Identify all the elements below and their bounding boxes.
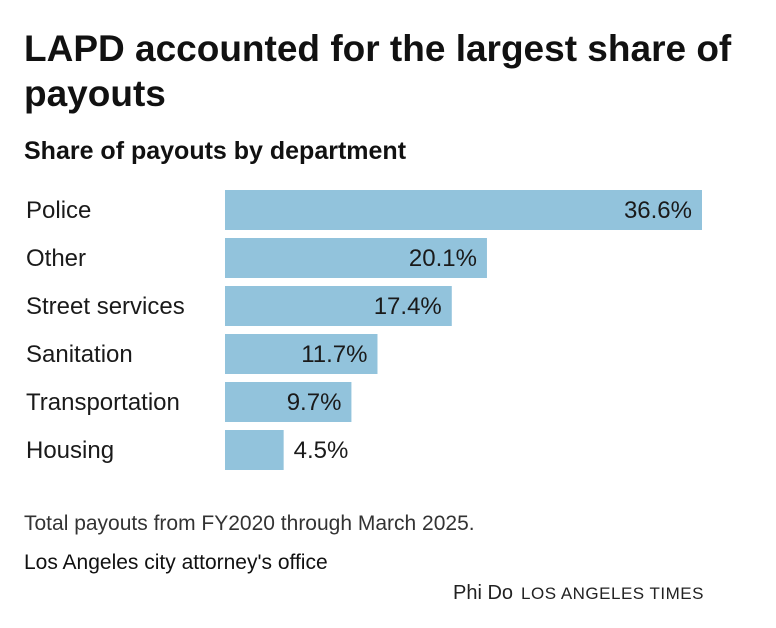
credit-line: Phi Do LOS ANGELES TIMES (453, 582, 704, 605)
bar (225, 190, 702, 230)
category-label: Housing (26, 437, 114, 464)
category-label: Sanitation (26, 341, 133, 368)
value-label: 20.1% (409, 245, 477, 272)
value-label: 36.6% (624, 197, 692, 224)
bar-chart: Police 36.6% Other 20.1% Street services 17.4… (26, 190, 702, 470)
value-label: 9.7% (287, 389, 342, 416)
footnote: Total payouts from FY2020 through March … (24, 512, 475, 535)
bar (225, 238, 487, 278)
chart-title: LAPD accounted for the largest share of … (24, 28, 732, 114)
category-label: Street services (26, 293, 185, 320)
value-label: 11.7% (301, 341, 367, 368)
value-label: 4.5% (294, 437, 349, 464)
value-label: 17.4% (374, 293, 442, 320)
credit-author: Phi Do (452, 582, 514, 604)
bar (225, 430, 284, 470)
bar (225, 382, 352, 422)
source-line: Los Angeles city attorney's office (24, 551, 328, 574)
chart-subtitle: Share of payouts by department (24, 137, 407, 165)
category-label: Police (26, 197, 91, 224)
category-label: Other (26, 245, 86, 272)
category-label: Transportation (26, 389, 180, 416)
bar (225, 334, 378, 374)
credit-outlet: LOS ANGELES TIMES (521, 584, 704, 603)
bar (225, 286, 452, 326)
